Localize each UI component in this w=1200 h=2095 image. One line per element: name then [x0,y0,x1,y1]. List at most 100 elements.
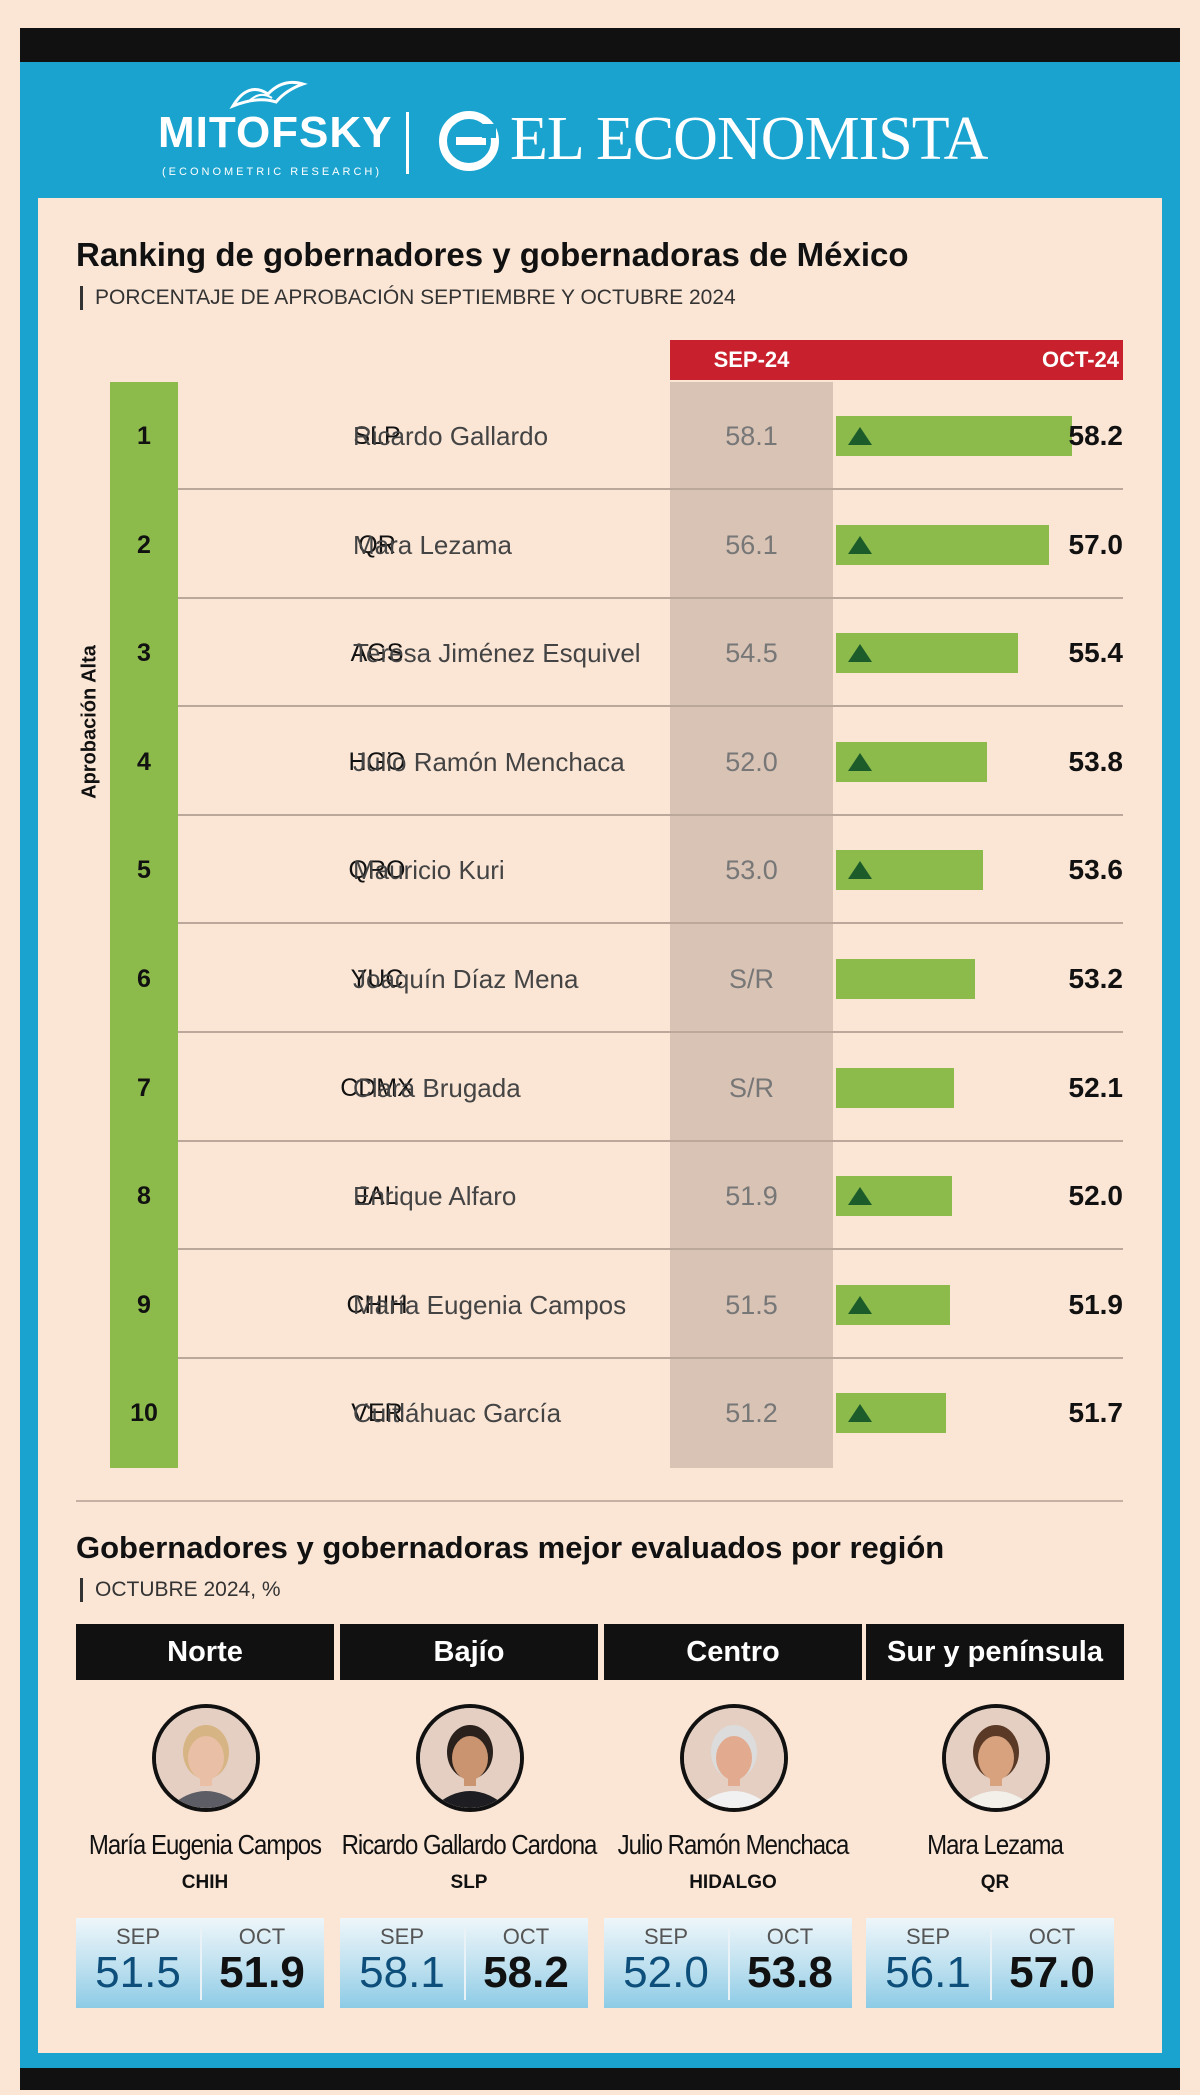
rank-number: 3 [137,639,151,668]
avatar [152,1704,260,1812]
table-row: 1 SLP Ricardo Gallardo 58.1 58.2 [110,382,1123,490]
sep-value: 51.5 [725,1289,778,1320]
state-code: QRO [348,856,406,885]
sep-value: 58.1 [725,421,778,451]
rank-number: 5 [137,856,151,885]
table-row: 10 VER Cuitláhuac García 51.2 51.7 [110,1359,1123,1467]
oct-label: OCT [1028,1924,1076,1949]
state-code: YUC [350,965,404,993]
governor-name: Teresa Jiménez Esquivel [353,638,641,669]
governor-name: Julio Ramón Menchaca [617,1829,850,1861]
up-arrow-icon [848,535,872,554]
bird-icon [229,80,308,110]
governor-name: Cuitláhuac García [353,1398,562,1429]
state-name: SLP [450,1872,488,1893]
table-row: 5 QRO Mauricio Kuri 53.0 53.6 [110,816,1123,925]
score-divider [464,1928,466,2000]
score-box: SEP OCT 51.5 51.9 [76,1918,324,2008]
table-row: 9 CHIH María Eugenia Campos 51.5 51.9 [110,1251,1123,1359]
row-divider [178,488,1123,490]
oct-label: OCT [766,1924,814,1949]
oct-bar [836,1176,953,1217]
oct-score: 53.8 [747,1948,833,1997]
bottom-black-bar [20,2068,1180,2090]
state-name: CHIH [181,1872,229,1893]
up-arrow-icon [848,1187,872,1206]
oct-bar [836,959,976,999]
oct-score: 57.0 [1009,1948,1095,1997]
region-header: Sur y península [866,1624,1124,1680]
state-code: CHIH [346,1290,408,1319]
region-header: Norte [76,1624,334,1680]
rank-column-band [110,382,178,1468]
sep-value: 56.1 [725,529,778,560]
governor-name: Joaquín Díaz Mena [353,964,579,994]
chart-subtitle: PORCENTAJE DE APROBACIÓN SEPTIEMBRE Y OC… [80,286,736,310]
el-economista-mark-icon [439,111,499,171]
state-name: QR [980,1872,1010,1893]
oct-bar [836,524,1049,565]
sep-column-header: SEP-24 [670,340,833,380]
sep-label: SEP [115,1924,161,1949]
up-arrow-icon [848,644,872,663]
region-card: Norte María Eugenia Campos CHIH SEP OCT 51.5 5… [76,1624,334,2014]
sep-label: SEP [643,1924,689,1949]
oct-value: 52.0 [1068,1180,1124,1212]
table-row: 4 HGO Julio Ramón Menchaca 52.0 53.8 [110,708,1123,816]
score-divider [728,1928,730,2000]
el-economista-logo: EL ECONOMISTA [510,105,988,173]
logo-divider [406,112,409,174]
oct-bar [836,741,987,782]
up-arrow-icon [848,427,872,445]
governor-name: Ricardo Gallardo [353,421,549,451]
sep-column-band [670,382,833,1468]
state-name: HIDALGO [689,1872,777,1893]
oct-value: 51.7 [1068,1397,1124,1429]
avatar [942,1704,1050,1812]
region-header: Bajío [340,1624,598,1680]
row-divider [178,596,1123,599]
oct-bar [836,416,1072,456]
oct-value: 53.2 [1068,963,1124,994]
governor-name: María Eugenia Campos [88,1829,322,1861]
sep-score: 56.1 [885,1948,971,1997]
mitofsky-logo: MITOFSKY [158,108,393,157]
up-arrow-icon [848,1404,872,1423]
score-box: SEP OCT 58.1 58.2 [340,1918,588,2008]
state-code: QR [358,530,396,559]
score-box: SEP OCT 56.1 57.0 [866,1918,1114,2008]
rank-number: 8 [137,1182,151,1211]
oct-bar [836,633,1018,674]
oct-bar [836,1284,951,1325]
rank-number: 9 [137,1290,151,1319]
state-code: JAL [355,1182,399,1211]
sep-label: SEP [379,1924,425,1949]
governor-name: Clara Brugada [353,1072,521,1103]
table-row: 2 QR Mara Lezama 56.1 57.0 [110,491,1123,599]
oct-bar [836,1393,947,1434]
governor-name: Mara Lezama [927,1829,1064,1861]
oct-value: 51.9 [1068,1288,1124,1320]
row-divider [178,1248,1123,1251]
score-box: SEP OCT 52.0 53.8 [604,1918,852,2008]
oct-value: 53.8 [1068,745,1124,777]
oct-bar [836,1067,954,1108]
state-code: AGS [350,639,404,668]
rank-number: 6 [137,965,151,993]
state-code: SLP [353,422,401,450]
row-divider [178,1139,1123,1142]
sep-value: 54.5 [725,638,778,669]
sep-score: 52.0 [623,1948,709,1997]
table-row: 8 JAL Enrique Alfaro 51.9 52.0 [110,1142,1124,1251]
avatar [680,1704,788,1812]
score-divider [990,1928,992,2000]
table-row: 7 CDMX Clara Brugada S/R 52.1 [110,1034,1123,1142]
state-code: CDMX [340,1073,414,1102]
up-arrow-icon [848,752,872,771]
region-card: Sur y península Mara Lezama QR SEP OCT 56.1 57… [866,1624,1124,2014]
row-divider [178,813,1123,816]
sep-label: SEP [905,1924,951,1949]
rank-number: 4 [137,747,151,776]
sep-value: 51.2 [725,1398,778,1429]
sep-value: S/R [728,964,774,994]
